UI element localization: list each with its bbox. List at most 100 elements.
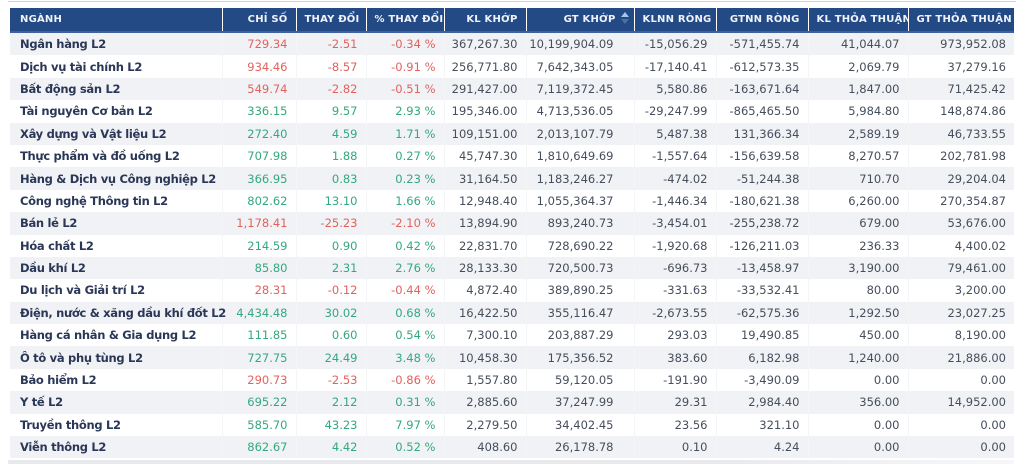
top-divider: [8, 1, 1016, 2]
chi-so-value: 85.80: [221, 256, 296, 280]
column-header-gt-khop[interactable]: GT KHỚP: [525, 8, 634, 33]
sector-name: Công nghệ Thông tin L2: [10, 189, 222, 213]
sector-name: Hóa chất L2: [10, 234, 222, 257]
gtnn-rong-value: -3,490.09: [715, 368, 808, 392]
column-header-nganh[interactable]: NGÀNH: [10, 8, 222, 33]
kl-thoa-thuan-value: 6,260.00: [807, 189, 908, 213]
gt-khop-value: 389,890.25: [525, 279, 634, 302]
column-label: % THAY ĐỔI: [374, 14, 444, 25]
sector-name: Xây dựng và Vật liệu L2: [10, 122, 222, 145]
klnn-rong-value: -331.63: [633, 279, 716, 302]
klnn-rong-value: -1,557.64: [633, 144, 716, 168]
kl-khop-value: 291,427.00: [443, 77, 526, 101]
gt-thoa-thuan-value: 3,200.00: [907, 279, 1014, 302]
column-header-thay-doi[interactable]: THAY ĐỔI: [295, 8, 366, 33]
table-row[interactable]: Hàng & Dịch vụ Công nghiệp L2 366.95 0.83 0…: [10, 167, 1014, 190]
table-row[interactable]: Công nghệ Thông tin L2 802.62 13.10 1.66 % 1…: [10, 189, 1014, 213]
kl-khop-value: 1,557.80: [443, 368, 526, 392]
chi-so-value: 111.85: [221, 324, 296, 347]
table-row[interactable]: Viễn thông L2 862.67 4.42 0.52 % 408.60 26,17…: [10, 436, 1014, 459]
gtnn-rong-value: -255,238.72: [715, 212, 808, 235]
table-row[interactable]: Hóa chất L2 214.59 0.90 0.42 % 22,831.70 728,…: [10, 234, 1014, 257]
kl-khop-value: 408.60: [443, 436, 526, 459]
gt-thoa-thuan-value: 202,781.98: [907, 144, 1014, 168]
sector-name: Ô tô và phụ tùng L2: [10, 346, 222, 369]
table-row[interactable]: Truyền thông L2 585.70 43.23 7.97 % 2,279.50…: [10, 413, 1014, 437]
table-row[interactable]: Hàng cá nhân & Gia dụng L2 111.85 0.60 0.54…: [10, 324, 1014, 347]
thay-doi-value: -8.57: [295, 55, 366, 78]
table-row[interactable]: Tài nguyên Cơ bản L2 336.15 9.57 2.93 % 195,…: [10, 100, 1014, 123]
table-row[interactable]: Xây dựng và Vật liệu L2 272.40 4.59 1.71 % 1…: [10, 122, 1014, 145]
pct-thay-doi-value: 0.52 %: [365, 436, 444, 459]
thay-doi-value: 43.23: [295, 413, 366, 437]
gtnn-rong-value: -865,465.50: [715, 100, 808, 123]
gt-thoa-thuan-value: 14,952.00: [907, 391, 1014, 414]
gtnn-rong-value: 131,366.34: [715, 122, 808, 145]
pct-thay-doi-value: 0.27 %: [365, 144, 444, 168]
chi-so-value: 585.70: [221, 413, 296, 437]
thay-doi-value: -2.51: [295, 32, 366, 56]
chi-so-value: 214.59: [221, 234, 296, 257]
gt-thoa-thuan-value: 21,886.00: [907, 346, 1014, 369]
column-header-kl-thoa-thuan[interactable]: KL THỎA THUẬN: [807, 8, 908, 33]
sector-name: Tài nguyên Cơ bản L2: [10, 100, 222, 123]
kl-thoa-thuan-value: 236.33: [807, 234, 908, 257]
table-row[interactable]: Du lịch và Giải trí L2 28.31 -0.12 -0.44 % 4…: [10, 279, 1014, 302]
kl-thoa-thuan-value: 80.00: [807, 279, 908, 302]
gt-khop-value: 893,240.73: [525, 212, 634, 235]
column-label: CHỈ SỐ: [247, 14, 288, 25]
kl-thoa-thuan-value: 41,044.07: [807, 32, 908, 56]
table-row[interactable]: Bán lẻ L2 1,178.41 -25.23 -2.10 % 13,894.90 8…: [10, 212, 1014, 235]
thay-doi-value: 30.02: [295, 301, 366, 325]
kl-thoa-thuan-value: 356.00: [807, 391, 908, 414]
column-header-gt-thoa-thuan[interactable]: GT THỎA THUẬN: [907, 8, 1014, 33]
gtnn-rong-value: -612,573.35: [715, 55, 808, 78]
table-row[interactable]: Ô tô và phụ tùng L2 727.75 24.49 3.48 % 10,4…: [10, 346, 1014, 369]
sector-name: Điện, nước & xăng dầu khí đốt L2: [10, 301, 226, 325]
chi-so-value: 272.40: [221, 122, 296, 145]
gt-thoa-thuan-value: 29,204.04: [907, 167, 1014, 190]
kl-khop-value: 10,458.30: [443, 346, 526, 369]
table-row[interactable]: Bất động sản L2 549.74 -2.82 -0.51 % 291,427…: [10, 77, 1014, 101]
thay-doi-value: 24.49: [295, 346, 366, 369]
thay-doi-value: 9.57: [295, 100, 366, 123]
kl-khop-value: 13,894.90: [443, 212, 526, 235]
column-label: THAY ĐỔI: [304, 14, 360, 25]
column-header-pct-thay-doi[interactable]: % THAY ĐỔI: [365, 8, 444, 33]
gt-khop-value: 37,247.99: [525, 391, 634, 414]
thay-doi-value: -0.12: [295, 279, 366, 302]
pct-thay-doi-value: 0.31 %: [365, 391, 444, 414]
thay-doi-value: 4.59: [295, 122, 366, 145]
gtnn-rong-value: -33,532.41: [715, 279, 808, 302]
klnn-rong-value: 293.03: [633, 324, 716, 347]
kl-khop-value: 16,422.50: [443, 301, 526, 325]
table-row[interactable]: Dịch vụ tài chính L2 934.46 -8.57 -0.91 % 25…: [10, 55, 1014, 78]
table-row[interactable]: Dầu khí L2 85.80 2.31 2.76 % 28,133.30 720,50…: [10, 256, 1014, 280]
klnn-rong-value: 23.56: [633, 413, 716, 437]
column-header-chi-so[interactable]: CHỈ SỐ: [221, 8, 296, 33]
gt-khop-value: 59,120.05: [525, 368, 634, 392]
gt-khop-value: 175,356.52: [525, 346, 634, 369]
kl-khop-value: 22,831.70: [443, 234, 526, 257]
kl-thoa-thuan-value: 2,069.79: [807, 55, 908, 78]
table-row[interactable]: Điện, nước & xăng dầu khí đốt L2 4,434.48…: [10, 301, 1014, 325]
kl-thoa-thuan-value: 1,240.00: [807, 346, 908, 369]
gt-khop-value: 2,013,107.79: [525, 122, 634, 145]
table-row[interactable]: Ngân hàng L2 729.34 -2.51 -0.34 % 367,267.30…: [10, 32, 1014, 56]
kl-thoa-thuan-value: 1,292.50: [807, 301, 908, 325]
kl-khop-value: 109,151.00: [443, 122, 526, 145]
column-header-gtnn-rong[interactable]: GTNN RÒNG: [715, 8, 808, 33]
gt-thoa-thuan-value: 79,461.00: [907, 256, 1014, 280]
thay-doi-value: 0.60: [295, 324, 366, 347]
table-row[interactable]: Y tế L2 695.22 2.12 0.31 % 2,885.60 37,247.99…: [10, 391, 1014, 414]
gt-thoa-thuan-value: 53,676.00: [907, 212, 1014, 235]
column-header-kl-khop[interactable]: KL KHỚP: [443, 8, 526, 33]
table-row[interactable]: Bảo hiểm L2 290.73 -2.53 -0.86 % 1,557.80 59,…: [10, 368, 1014, 392]
table-row[interactable]: Thực phẩm và đồ uống L2 707.98 1.88 0.27 % 4…: [10, 144, 1014, 168]
column-header-klnn-rong[interactable]: KLNN RÒNG: [633, 8, 716, 33]
pct-thay-doi-value: -0.51 %: [365, 77, 444, 101]
sector-name: Hàng cá nhân & Gia dụng L2: [10, 324, 222, 347]
kl-thoa-thuan-value: 0.00: [807, 413, 908, 437]
gt-khop-value: 203,887.29: [525, 324, 634, 347]
kl-thoa-thuan-value: 1,847.00: [807, 77, 908, 101]
